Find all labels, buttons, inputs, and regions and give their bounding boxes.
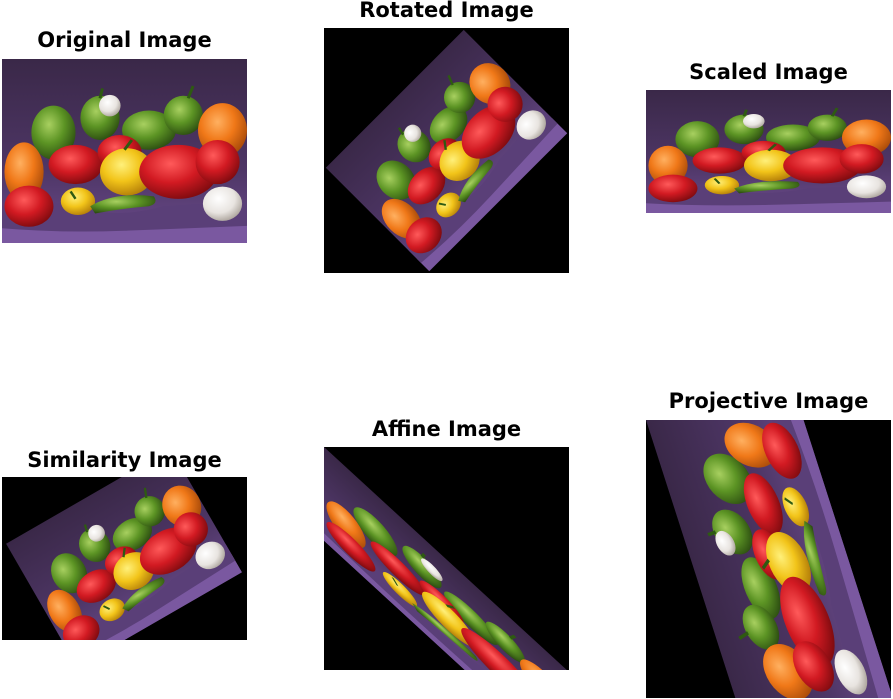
panel-title: Scaled Image (646, 60, 891, 84)
panel-projective: Projective Image (646, 389, 891, 699)
panel-original: Original Image (2, 28, 247, 244)
original-image (2, 59, 247, 243)
affine-image (324, 447, 569, 670)
panel-similarity: Similarity Image (2, 448, 247, 642)
panel-title: Similarity Image (2, 448, 247, 472)
panel-scaled: Scaled Image (646, 60, 891, 216)
panel-title: Original Image (2, 28, 247, 52)
projective-image (646, 420, 891, 698)
panel-title: Rotated Image (324, 0, 569, 22)
scaled-image (646, 90, 891, 213)
panel-title: Projective Image (646, 389, 891, 413)
panel-affine: Affine Image (324, 417, 569, 672)
panel-rotated: Rotated Image (324, 0, 569, 274)
rotated-image (324, 28, 569, 273)
panel-title: Affine Image (324, 417, 569, 441)
similarity-image (2, 477, 247, 640)
